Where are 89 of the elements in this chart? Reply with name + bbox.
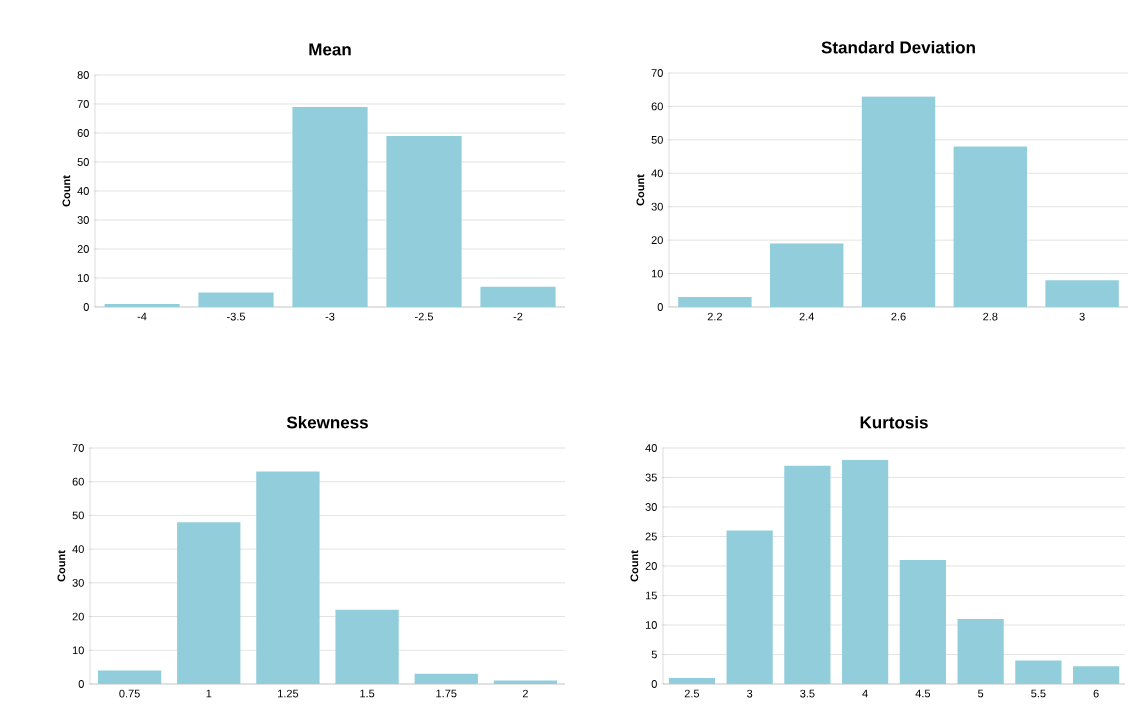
bar [899,560,946,684]
y-tick-label: 70 [651,69,663,77]
y-tick-label: 80 [77,71,89,79]
y-axis-title: Count [630,550,639,582]
y-tick-label: 10 [77,274,89,282]
x-tick-label: 5.5 [1031,689,1046,698]
bar [386,135,462,307]
x-tick-label: 3 [747,689,753,698]
y-tick-label: 20 [645,562,657,570]
y-tick-label: 50 [77,158,89,166]
x-tick-label: 3.5 [800,689,815,698]
bar [784,465,831,684]
y-tick-label: 0 [78,680,84,688]
y-tick-label: 50 [651,135,663,144]
y-tick-label: 60 [651,102,663,111]
chart-title: Kurtosis [860,415,928,429]
y-tick-label: 40 [77,187,89,195]
y-tick-label: 35 [645,473,657,482]
y-tick-label: 30 [645,503,657,511]
x-tick-label: -4 [137,312,147,321]
bar [1015,660,1062,684]
y-tick-label: 20 [77,245,89,253]
y-tick-label: 30 [651,202,663,211]
y-tick-label: 20 [72,612,84,621]
x-tick-label: 2.8 [983,312,998,321]
y-tick-label: 40 [645,444,657,452]
y-tick-label: 15 [645,591,657,600]
bar [292,106,368,307]
bar [335,609,399,684]
x-tick-label: 0.75 [119,689,140,698]
x-tick-label: -2 [513,312,523,321]
y-tick-label: 40 [72,545,84,554]
y-tick-label: 40 [651,169,663,178]
bar [861,96,936,307]
bar [97,670,162,684]
bar [770,243,844,307]
x-tick-label: 1.5 [360,689,375,698]
y-tick-label: 25 [645,532,657,541]
bar [480,286,556,307]
y-axis-title: Count [636,174,645,206]
x-tick-label: 4.5 [915,689,931,698]
y-axis-title: Count [62,175,71,207]
bar [842,459,889,684]
bar [726,530,773,684]
y-tick-label: 0 [651,680,657,688]
chart-title: Skewness [286,415,368,429]
y-tick-label: 0 [657,303,663,311]
x-tick-label: 1.25 [278,689,299,698]
bar [198,292,274,307]
x-tick-label: 2.4 [799,312,815,321]
chart-title: Standard Deviation [821,40,975,54]
y-tick-label: 60 [77,129,89,137]
x-tick-label: 6 [1093,689,1099,698]
y-tick-label: 0 [83,303,89,311]
x-tick-label: 1 [206,689,212,698]
x-tick-label: -3 [325,312,335,321]
bar [104,304,180,307]
y-tick-label: 70 [77,100,89,108]
bar [1073,666,1120,684]
y-tick-label: 10 [651,269,663,278]
x-tick-label: 5 [978,689,984,698]
bar [957,619,1004,684]
bar [177,522,241,684]
y-tick-label: 50 [72,511,84,520]
y-tick-label: 20 [651,236,663,245]
y-tick-label: 10 [645,621,657,629]
bar [953,146,1028,307]
y-tick-label: 30 [77,216,89,224]
x-tick-label: -2.5 [415,312,434,321]
x-tick-label: 2.5 [684,689,700,698]
x-tick-label: 4 [862,689,868,698]
bar [668,678,715,684]
x-tick-label: 2.2 [707,312,722,321]
y-tick-label: 70 [72,444,84,452]
y-tick-label: 60 [72,477,84,486]
y-tick-label: 30 [72,578,84,587]
bar [678,296,752,307]
x-tick-label: 1.75 [436,689,457,698]
y-axis-title: Count [57,550,66,582]
x-tick-label: 2.6 [891,312,906,321]
y-tick-label: 5 [651,650,657,659]
bar [414,673,478,684]
x-tick-label: 2 [522,689,528,698]
y-tick-label: 10 [72,646,84,655]
x-tick-label: -3.5 [227,312,246,321]
bar [256,471,320,684]
x-tick-label: 3 [1079,312,1085,321]
bar [1045,280,1119,307]
chart-title: Mean [309,43,351,56]
